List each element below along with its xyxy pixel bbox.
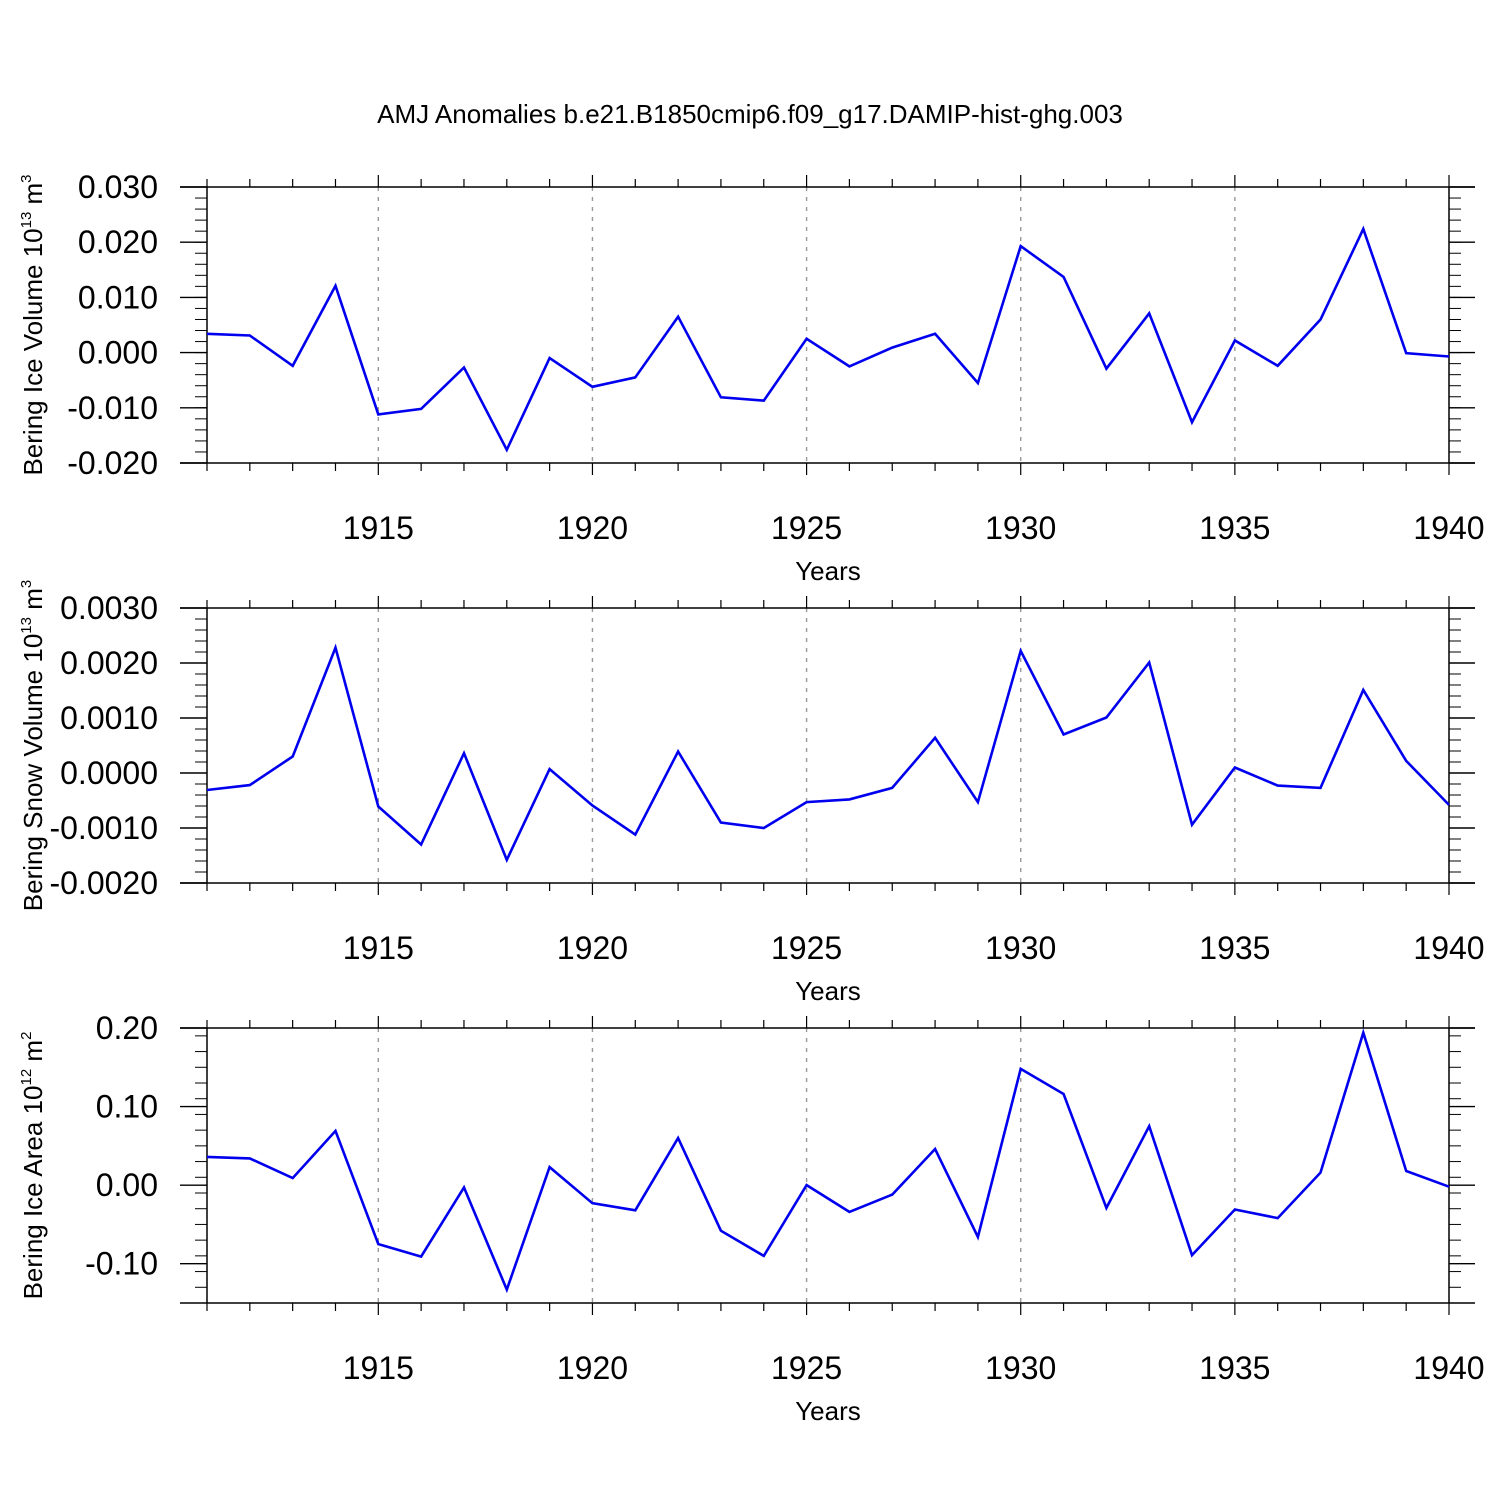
x-tick-label: 1920 [557,510,628,546]
y-tick-label: 0.030 [78,169,158,205]
x-tick-label: 1925 [771,1350,842,1386]
x-tick-label: 1935 [1199,1350,1270,1386]
y-tick-label: 0.20 [96,1010,158,1046]
x-tick-label: 1930 [985,1350,1056,1386]
x-tick-label: 1925 [771,510,842,546]
y-tick-label: 0.0000 [60,755,158,791]
y-tick-label: 0.00 [96,1167,158,1203]
x-tick-label: 1940 [1413,1350,1484,1386]
x-tick-label: 1920 [557,1350,628,1386]
y-tick-label: 0.020 [78,224,158,260]
x-tick-label: 1930 [985,510,1056,546]
x-tick-label: 1940 [1413,510,1484,546]
panel-1: -0.020 -0.010 0.000 0.010 0.020 0.030 1915 1920… [18,169,1485,586]
panel-3: -0.10 0.00 0.10 0.20 1915 1920 1925 1930 1935 194… [18,1010,1485,1426]
series-line [206,1028,1450,1294]
x-tick-label: 1925 [771,930,842,966]
x-axis-label: Years [795,976,861,1006]
series-line [206,225,1450,453]
y-tick-label: 0.10 [96,1089,158,1125]
x-tick-label: 1930 [985,930,1056,966]
y-axis-label: Bering Ice Volume 1013 m3 [18,174,48,475]
x-axis-label: Years [795,1396,861,1426]
x-axis-label: Years [795,556,861,586]
x-tick-label: 1935 [1199,930,1270,966]
y-axis-label: Bering Snow Volume 1013 m3 [18,580,48,911]
x-tick-label: 1920 [557,930,628,966]
y-tick-label: 0.000 [78,335,158,371]
y-tick-label: 0.0030 [60,590,158,626]
x-tick-label: 1915 [343,930,414,966]
y-tick-label: -0.020 [67,445,158,481]
y-tick-label: 0.0020 [60,645,158,681]
y-tick-label: -0.10 [85,1246,158,1282]
series-line [206,643,1450,864]
y-tick-label: -0.010 [67,390,158,426]
figure-title: AMJ Anomalies b.e21.B1850cmip6.f09_g17.D… [377,99,1123,129]
x-tick-label: 1915 [343,510,414,546]
y-tick-label: 0.0010 [60,700,158,736]
y-tick-label: -0.0020 [49,865,158,901]
x-tick-label: 1940 [1413,930,1484,966]
y-tick-label: 0.010 [78,279,158,315]
x-tick-label: 1935 [1199,510,1270,546]
y-tick-label: -0.0010 [49,810,158,846]
y-axis-label: Bering Ice Area 1012 m2 [18,1032,48,1300]
panel-2: -0.0020 -0.0010 0.0000 0.0010 0.0020 0.0030 19… [18,580,1485,1006]
x-tick-label: 1915 [343,1350,414,1386]
